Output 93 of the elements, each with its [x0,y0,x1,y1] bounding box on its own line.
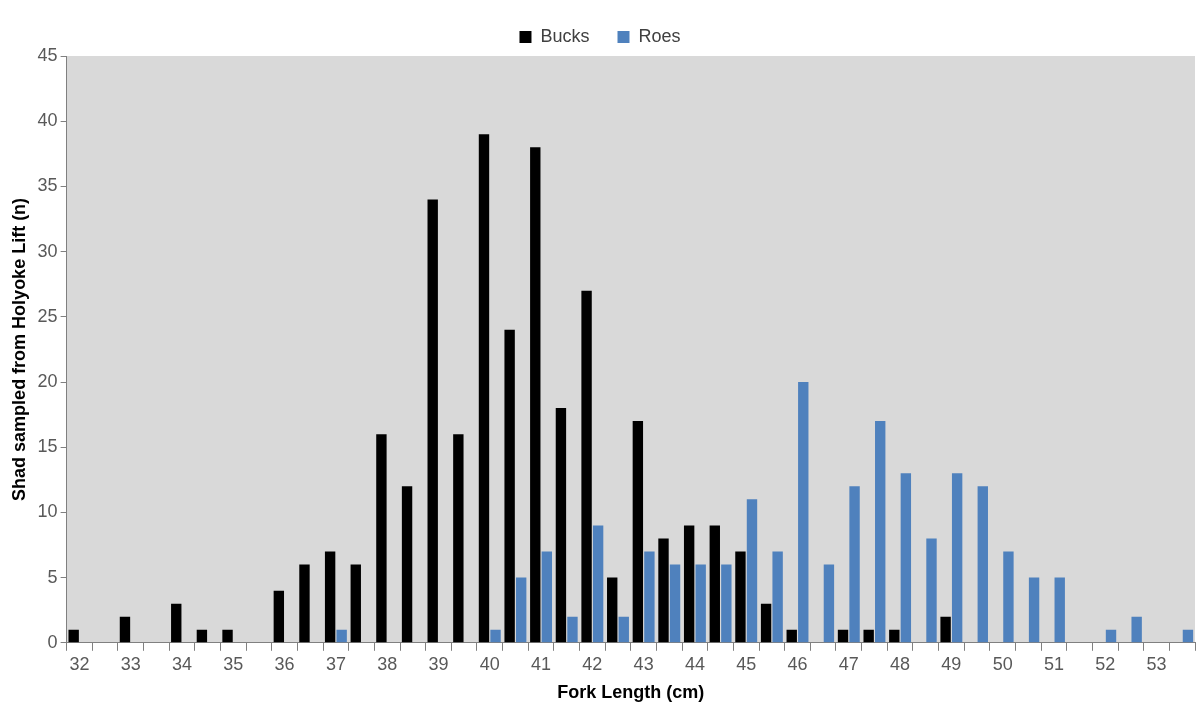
x-axis-title: Fork Length (cm) [557,682,705,703]
bar [746,499,758,643]
bar [607,577,618,643]
bar [760,603,772,643]
bar [453,434,464,643]
bar [196,629,208,643]
bar [427,199,438,643]
x-tick-label: 40 [479,653,500,674]
x-tick-label: 41 [531,653,552,674]
bar [299,564,310,643]
bar [336,629,347,643]
y-tick-label: 45 [37,44,58,65]
x-tick-label: 47 [838,653,859,674]
bar [541,551,553,643]
bar [709,525,720,643]
bar [555,408,567,643]
bar [977,486,988,643]
bar [618,616,629,643]
bar [735,551,746,643]
bar [581,290,592,643]
y-tick-label: 10 [37,501,58,522]
bar [632,421,644,643]
bar [401,486,413,643]
x-tick-label: 38 [377,653,398,674]
bar [376,434,387,643]
bar [940,616,951,643]
legend-label: Roes [638,25,681,46]
x-tick-label: 52 [1095,653,1116,674]
bar [669,564,681,643]
bar [900,473,912,643]
bar [889,629,900,643]
bar [68,629,79,643]
y-tick-label: 25 [37,305,58,326]
y-axis-title: Shad sampled from Holyoke Lift (n) [8,197,29,501]
bar [695,564,706,643]
x-tick-label: 46 [787,653,808,674]
x-tick-label: 44 [684,653,705,674]
bar [644,551,655,643]
bar [683,525,695,643]
bar [515,577,527,643]
y-tick-label: 0 [47,631,58,652]
bar [171,603,182,643]
bar [567,616,578,643]
y-tick-label: 35 [37,175,58,196]
bar [1003,551,1014,643]
bar [592,525,604,643]
x-tick-label: 34 [172,653,193,674]
bar [951,473,963,643]
bar [324,551,336,643]
x-tick-label: 39 [428,653,449,674]
x-tick-label: 48 [890,653,911,674]
bar [478,134,490,643]
x-tick-label: 50 [992,653,1013,674]
bar [530,147,541,643]
y-tick-label: 30 [37,240,58,261]
x-tick-label: 45 [736,653,757,674]
bar [1105,629,1117,643]
bar [863,629,874,643]
y-tick-label: 20 [37,370,58,391]
bar [490,629,501,643]
bar [849,486,860,643]
bar [875,421,886,643]
x-tick-label: 51 [1043,653,1064,674]
bar [786,629,797,643]
bar [1054,577,1065,643]
x-tick-label: 35 [223,653,244,674]
bar [837,629,849,643]
x-tick-label: 43 [633,653,654,674]
x-tick-label: 36 [274,653,295,674]
y-tick-label: 40 [37,110,58,131]
bar [504,329,515,643]
bar [222,629,233,643]
bar [823,564,835,643]
bar [658,538,669,643]
bar [926,538,937,643]
x-tick-label: 32 [69,653,90,674]
x-tick-label: 42 [582,653,603,674]
bar [273,590,285,643]
bar [798,382,809,643]
x-tick-label: 49 [941,653,962,674]
bar [1131,616,1142,643]
x-tick-label: 53 [1146,653,1167,674]
bar [1028,577,1040,643]
x-tick-label: 33 [120,653,141,674]
bar [1182,629,1194,643]
bar [119,616,131,643]
bar [721,564,732,643]
y-tick-label: 5 [47,566,58,587]
bar [350,564,361,643]
bar [772,551,783,643]
x-tick-label: 37 [325,653,346,674]
legend-label: Bucks [540,25,590,46]
y-tick-label: 15 [37,436,58,457]
